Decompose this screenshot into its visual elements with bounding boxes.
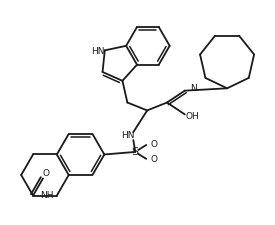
Text: O: O <box>151 140 158 148</box>
Text: HN: HN <box>91 47 104 56</box>
Text: HN: HN <box>121 131 134 140</box>
Text: N: N <box>190 84 197 93</box>
Text: NH: NH <box>40 191 54 200</box>
Text: O: O <box>42 169 50 178</box>
Text: S: S <box>132 147 139 157</box>
Text: OH: OH <box>186 112 200 121</box>
Text: O: O <box>151 155 158 164</box>
